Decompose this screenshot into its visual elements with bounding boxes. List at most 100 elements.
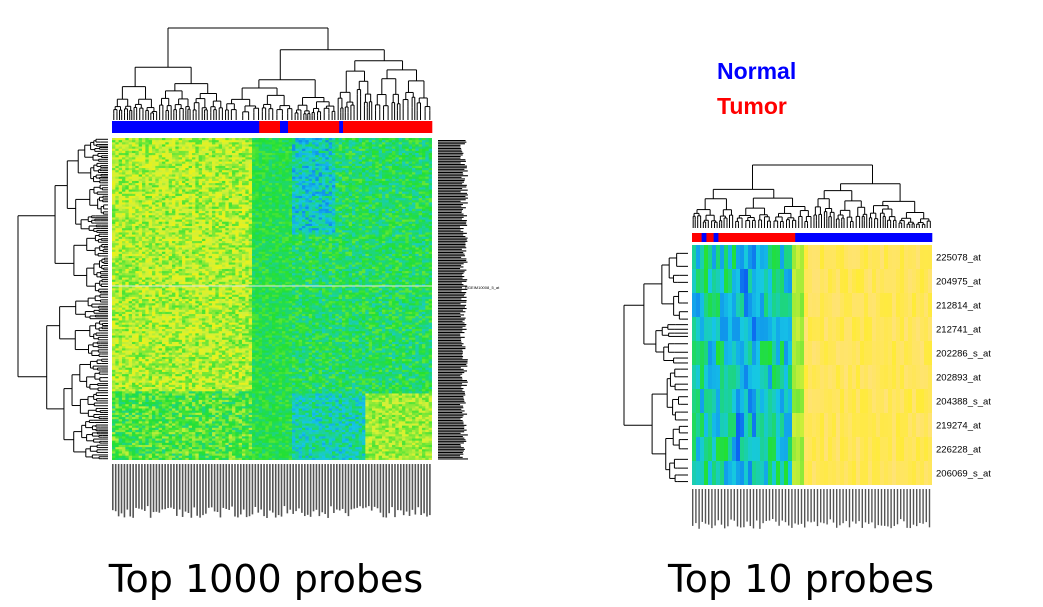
heat-cell xyxy=(182,163,186,167)
heat-cell xyxy=(418,185,423,188)
heat-cell xyxy=(292,172,296,175)
heat-cell xyxy=(415,155,420,158)
heat-cell xyxy=(335,189,340,193)
heat-cell xyxy=(375,148,380,152)
heat-cell xyxy=(295,176,300,180)
heat-cell xyxy=(398,163,403,167)
heat-cell xyxy=(392,157,396,160)
heat-cell xyxy=(205,187,210,190)
heat-cell xyxy=(428,178,432,182)
heat-cell xyxy=(265,195,270,199)
heat-cell xyxy=(178,163,183,167)
heat-cell xyxy=(142,142,146,145)
heat-cell xyxy=(292,185,296,188)
heat-cell xyxy=(288,153,293,156)
heat-cell xyxy=(225,195,230,199)
heat-cell xyxy=(345,204,350,208)
heat-cell xyxy=(168,144,173,147)
heat-cell xyxy=(252,150,256,154)
heat-cell xyxy=(205,159,210,163)
heat-cell xyxy=(402,200,406,203)
heat-cell xyxy=(128,146,133,150)
heat-cell xyxy=(178,140,183,143)
heat-cell xyxy=(385,159,390,163)
heat-cell xyxy=(352,150,356,154)
heat-cell xyxy=(378,174,383,178)
heat-cell xyxy=(292,163,296,167)
heat-cell xyxy=(155,200,160,203)
heat-cell xyxy=(422,178,426,182)
heat-cell xyxy=(355,191,360,195)
heat-cell xyxy=(282,150,286,154)
heat-cell xyxy=(238,159,243,163)
heat-cell xyxy=(378,185,383,188)
heat-cell xyxy=(165,172,170,175)
heat-cell xyxy=(165,159,170,163)
heat-cell xyxy=(162,191,166,195)
heat-cell xyxy=(322,185,326,188)
heat-cell xyxy=(268,153,273,156)
heat-cell xyxy=(398,195,403,199)
heat-cell xyxy=(235,193,240,197)
heat-cell xyxy=(168,170,173,173)
heat-cell xyxy=(112,153,116,156)
heat-cell xyxy=(195,180,200,184)
heat-cell xyxy=(215,142,220,145)
heat-cell xyxy=(265,159,270,163)
heat-cell xyxy=(175,163,180,167)
heat-cell xyxy=(352,174,356,178)
heat-cell xyxy=(188,140,193,143)
heat-cell xyxy=(308,150,313,154)
heat-cell xyxy=(132,172,136,175)
heat-cell xyxy=(372,150,376,154)
heat-cell xyxy=(265,146,270,150)
heat-cell xyxy=(165,138,170,141)
heat-cell xyxy=(418,142,423,145)
heat-cell xyxy=(132,144,136,147)
heat-cell xyxy=(262,195,266,199)
heat-cell xyxy=(135,144,140,147)
heat-cell xyxy=(258,146,263,150)
heat-cell xyxy=(428,174,432,178)
heat-cell xyxy=(385,172,390,175)
heat-cell xyxy=(268,183,273,186)
heat-cell xyxy=(222,161,226,165)
heat-cell xyxy=(178,183,183,186)
heat-cell xyxy=(132,153,136,156)
heat-cell xyxy=(175,142,180,145)
heat-cell xyxy=(405,148,410,152)
heat-cell xyxy=(262,146,266,150)
heat-cell xyxy=(312,146,316,150)
heat-cell xyxy=(158,157,163,160)
heat-cell xyxy=(328,146,333,150)
heat-cell xyxy=(408,174,413,178)
heat-cell xyxy=(395,140,400,143)
heat-cell xyxy=(192,146,196,150)
heat-cell xyxy=(165,170,170,173)
heat-cell xyxy=(305,138,310,141)
heat-cell xyxy=(158,183,163,186)
heat-cell xyxy=(185,200,190,203)
heat-cell xyxy=(272,189,276,193)
heat-cell xyxy=(345,165,350,169)
heat-cell xyxy=(362,150,366,154)
heat-cell xyxy=(272,148,276,152)
heat-cell xyxy=(278,138,283,141)
heat-cell xyxy=(422,148,426,152)
heat-cell xyxy=(132,168,136,171)
heat-cell xyxy=(135,159,140,163)
heat-cell xyxy=(308,140,313,143)
heat-cell xyxy=(348,185,353,188)
heat-cell xyxy=(232,198,236,201)
heat-cell xyxy=(398,178,403,182)
heat-cell xyxy=(158,180,163,184)
heat-cell xyxy=(382,202,386,205)
heat-cell xyxy=(368,159,373,163)
heat-cell xyxy=(298,159,303,163)
heat-cell xyxy=(418,155,423,158)
heat-cell xyxy=(175,168,180,171)
heat-cell xyxy=(375,200,380,203)
heat-cell xyxy=(332,157,336,160)
heat-cell xyxy=(212,165,216,169)
heat-cell xyxy=(398,176,403,180)
